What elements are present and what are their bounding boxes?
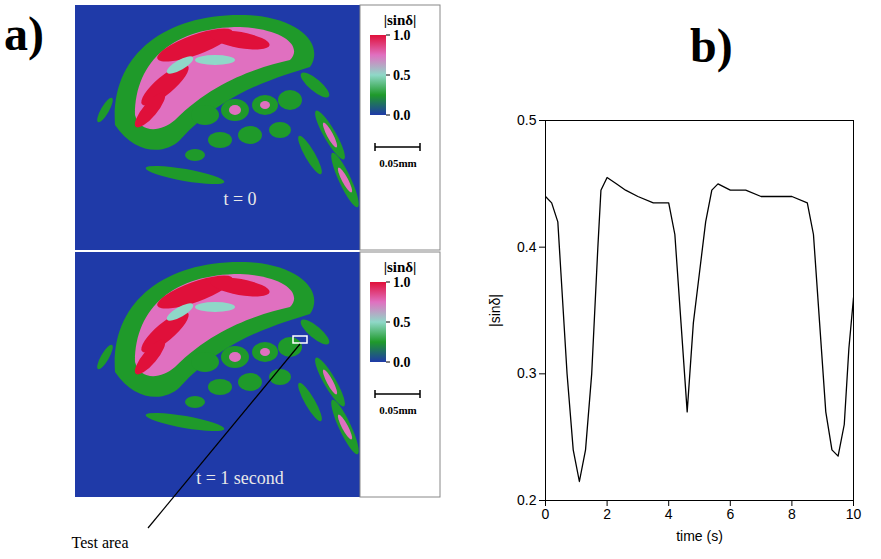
svg-text:6: 6 bbox=[726, 506, 734, 522]
svg-text:10: 10 bbox=[846, 506, 862, 522]
html-text:b): b) bbox=[690, 19, 733, 72]
svg-text:|sinδ|: |sinδ| bbox=[384, 259, 417, 275]
svg-text:4: 4 bbox=[665, 506, 673, 522]
svg-text:0.5: 0.5 bbox=[393, 315, 411, 330]
svg-text:0.0: 0.0 bbox=[393, 355, 411, 370]
svg-text:|sinδ|: |sinδ| bbox=[384, 12, 417, 28]
svg-text:1.0: 1.0 bbox=[393, 275, 411, 290]
svg-text:time (s): time (s) bbox=[676, 528, 723, 544]
svg-text:1.0: 1.0 bbox=[393, 28, 411, 43]
svg-text:|sinδ|: |sinδ| bbox=[487, 294, 503, 327]
svg-text:0.05mm: 0.05mm bbox=[379, 157, 417, 169]
svg-text:0.0: 0.0 bbox=[393, 108, 411, 123]
svg-text:Test area: Test area bbox=[71, 534, 128, 551]
svg-text:0.2: 0.2 bbox=[517, 492, 537, 508]
svg-text:0.05mm: 0.05mm bbox=[379, 404, 417, 416]
svg-text:t = 0: t = 0 bbox=[223, 189, 256, 209]
svg-text:2: 2 bbox=[603, 506, 611, 522]
svg-text:0.5: 0.5 bbox=[393, 68, 411, 83]
svg-text:0.3: 0.3 bbox=[517, 365, 537, 381]
svg-text:8: 8 bbox=[788, 506, 796, 522]
svg-text:0.4: 0.4 bbox=[517, 239, 537, 255]
svg-text:0.5: 0.5 bbox=[517, 112, 537, 128]
svg-text:a): a) bbox=[4, 7, 44, 61]
svg-text:t = 1 second: t = 1 second bbox=[196, 468, 284, 488]
svg-text:0: 0 bbox=[542, 506, 550, 522]
